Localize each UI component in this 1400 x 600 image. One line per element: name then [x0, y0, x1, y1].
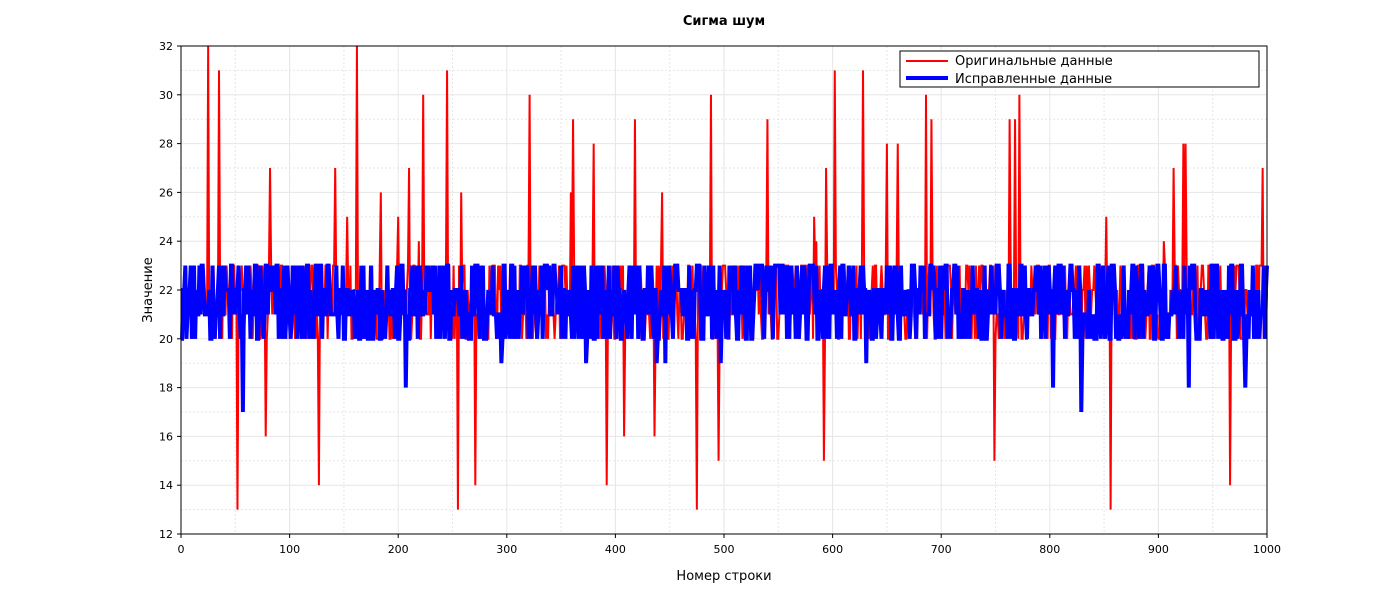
x-tick-label: 200	[388, 543, 409, 556]
legend-label-corrected: Исправленные данные	[955, 72, 1112, 87]
y-tick-label: 24	[159, 235, 173, 248]
x-tick-label: 1000	[1253, 543, 1281, 556]
y-axis-ticks: 12 14 16 18 20 22 24 26 28 30 32	[159, 40, 181, 541]
x-tick-label: 800	[1039, 543, 1060, 556]
y-tick-label: 18	[159, 382, 173, 395]
chart-title: Сигма шум	[683, 14, 765, 29]
y-tick-label: 26	[159, 186, 173, 199]
y-tick-label: 32	[159, 40, 173, 53]
y-tick-label: 22	[159, 284, 173, 297]
x-axis-title: Номер строки	[676, 569, 771, 584]
x-tick-label: 600	[822, 543, 843, 556]
legend: Оригинальные данные Исправленные данные	[899, 50, 1260, 88]
legend-box	[899, 50, 1260, 88]
x-tick-label: 900	[1148, 543, 1169, 556]
plot-series	[180, 45, 1269, 510]
y-tick-label: 30	[159, 89, 173, 102]
x-axis-ticks: 0 100 200 300 400 500 600 700 800 900 1000	[178, 534, 1281, 556]
y-tick-label: 14	[159, 479, 173, 492]
x-tick-label: 400	[605, 543, 626, 556]
x-tick-label: 300	[496, 543, 517, 556]
legend-label-original: Оригинальные данные	[955, 54, 1113, 69]
y-tick-label: 16	[159, 430, 173, 443]
y-tick-label: 28	[159, 138, 173, 151]
x-tick-label: 500	[714, 543, 735, 556]
y-tick-label: 20	[159, 333, 173, 346]
x-tick-label: 100	[279, 543, 300, 556]
x-tick-label: 700	[931, 543, 952, 556]
series-line-corrected	[180, 263, 1269, 413]
y-axis-title: Значение	[141, 257, 156, 322]
y-tick-label: 12	[159, 528, 173, 541]
x-tick-label: 0	[178, 543, 185, 556]
